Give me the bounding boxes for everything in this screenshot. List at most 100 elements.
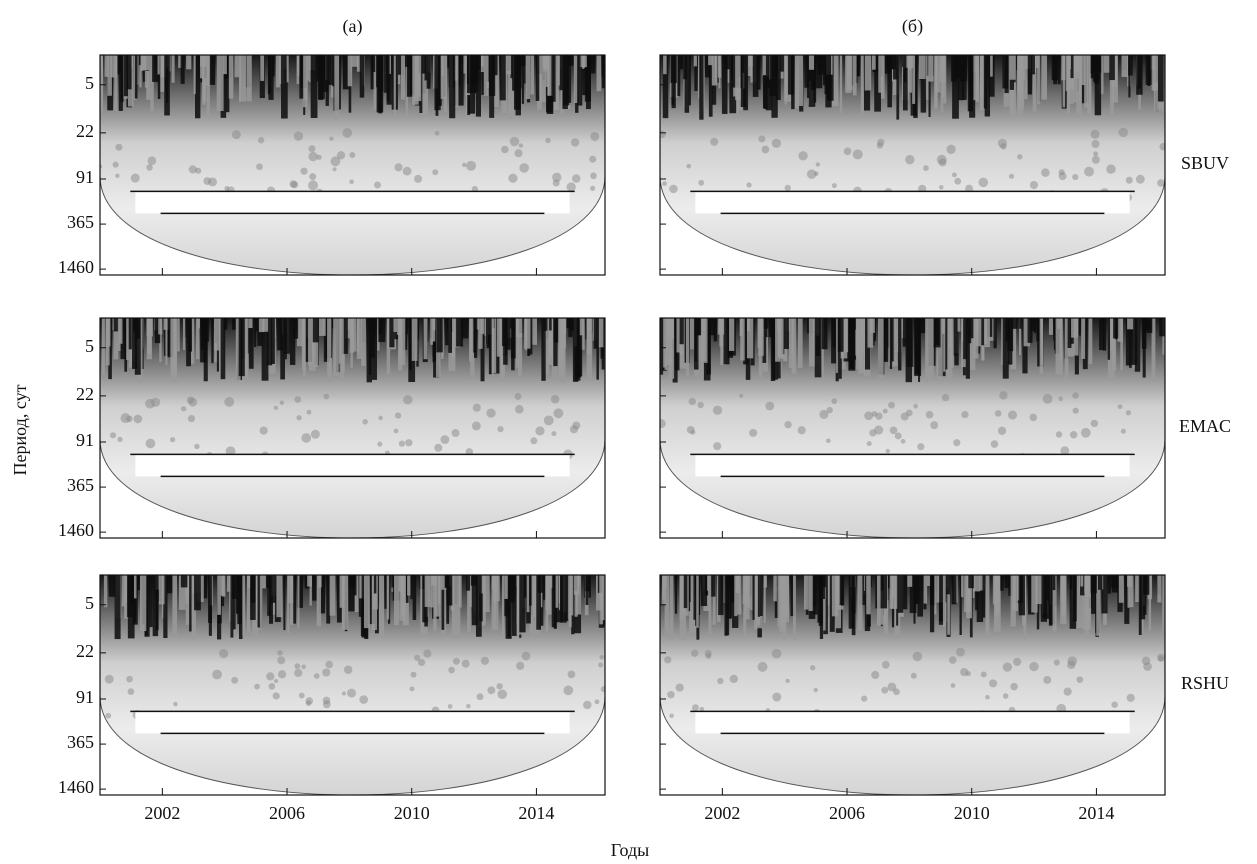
texture — [163, 318, 170, 330]
texture — [1091, 139, 1100, 149]
texture — [1076, 55, 1082, 117]
texture — [351, 318, 357, 352]
texture — [690, 649, 699, 657]
annual-band — [135, 454, 570, 477]
texture — [697, 401, 704, 409]
spectrum — [660, 55, 1165, 275]
texture — [729, 575, 733, 619]
texture — [1111, 701, 1118, 708]
texture — [517, 318, 523, 376]
texture — [953, 318, 959, 356]
texture — [1029, 413, 1037, 422]
texture — [891, 318, 895, 362]
texture — [906, 575, 913, 587]
texture — [906, 55, 913, 93]
texture — [757, 661, 768, 672]
texture — [507, 55, 515, 119]
texture — [506, 318, 511, 350]
texture — [806, 169, 817, 179]
texture — [417, 658, 426, 667]
texture — [717, 677, 724, 685]
texture — [377, 441, 383, 447]
texture — [1091, 575, 1097, 614]
texture — [752, 575, 755, 620]
texture — [1080, 55, 1086, 86]
texture — [200, 318, 205, 363]
texture — [491, 318, 495, 377]
texture — [257, 137, 265, 144]
texture — [723, 318, 730, 365]
texture — [351, 55, 359, 67]
texture — [485, 318, 490, 345]
texture — [1113, 318, 1119, 339]
texture — [359, 695, 369, 704]
texture — [503, 318, 508, 365]
texture — [961, 410, 969, 419]
texture — [984, 318, 990, 348]
texture — [455, 55, 459, 108]
texture — [772, 318, 779, 380]
texture — [975, 575, 979, 611]
texture — [818, 575, 825, 599]
texture — [109, 432, 117, 439]
texture — [852, 55, 857, 96]
texture — [1143, 575, 1150, 595]
texture — [144, 55, 149, 88]
texture — [289, 180, 297, 188]
texture — [1060, 446, 1070, 456]
texture — [223, 55, 227, 75]
texture — [209, 55, 216, 85]
texture — [276, 575, 283, 618]
texture — [1082, 318, 1088, 370]
texture — [412, 575, 417, 620]
texture — [890, 55, 896, 70]
texture — [821, 318, 828, 350]
texture — [813, 575, 817, 607]
texture — [451, 429, 460, 438]
texture — [700, 575, 708, 607]
texture — [791, 55, 795, 110]
texture — [509, 136, 520, 147]
texture — [915, 318, 920, 375]
texture — [283, 575, 286, 631]
column-title: (а) — [343, 16, 363, 37]
texture — [234, 575, 239, 614]
texture — [1125, 318, 1131, 366]
texture — [1093, 55, 1100, 82]
texture — [869, 429, 877, 437]
texture — [746, 318, 754, 359]
texture — [788, 318, 794, 368]
texture — [336, 151, 346, 160]
texture — [518, 143, 524, 148]
texture — [545, 137, 551, 144]
texture — [889, 426, 898, 435]
texture — [961, 575, 964, 598]
texture — [389, 318, 395, 348]
texture — [482, 575, 486, 626]
column-title: (б) — [902, 16, 923, 37]
texture — [955, 55, 962, 68]
texture — [363, 575, 370, 629]
texture — [976, 575, 984, 623]
texture — [201, 575, 208, 599]
texture — [871, 670, 880, 679]
texture — [925, 318, 928, 382]
texture — [301, 433, 312, 443]
texture — [718, 575, 724, 616]
texture — [238, 318, 245, 377]
texture — [110, 55, 118, 78]
texture — [843, 147, 852, 156]
texture — [491, 575, 497, 630]
texture — [810, 665, 816, 671]
texture — [539, 55, 546, 103]
texture — [467, 55, 473, 94]
texture — [941, 393, 950, 402]
texture — [695, 318, 702, 336]
texture — [774, 575, 780, 618]
texture — [1029, 180, 1039, 190]
texture — [208, 177, 218, 187]
texture — [758, 135, 766, 143]
cone-mask — [660, 55, 1165, 275]
texture — [867, 318, 874, 348]
texture — [104, 55, 109, 77]
